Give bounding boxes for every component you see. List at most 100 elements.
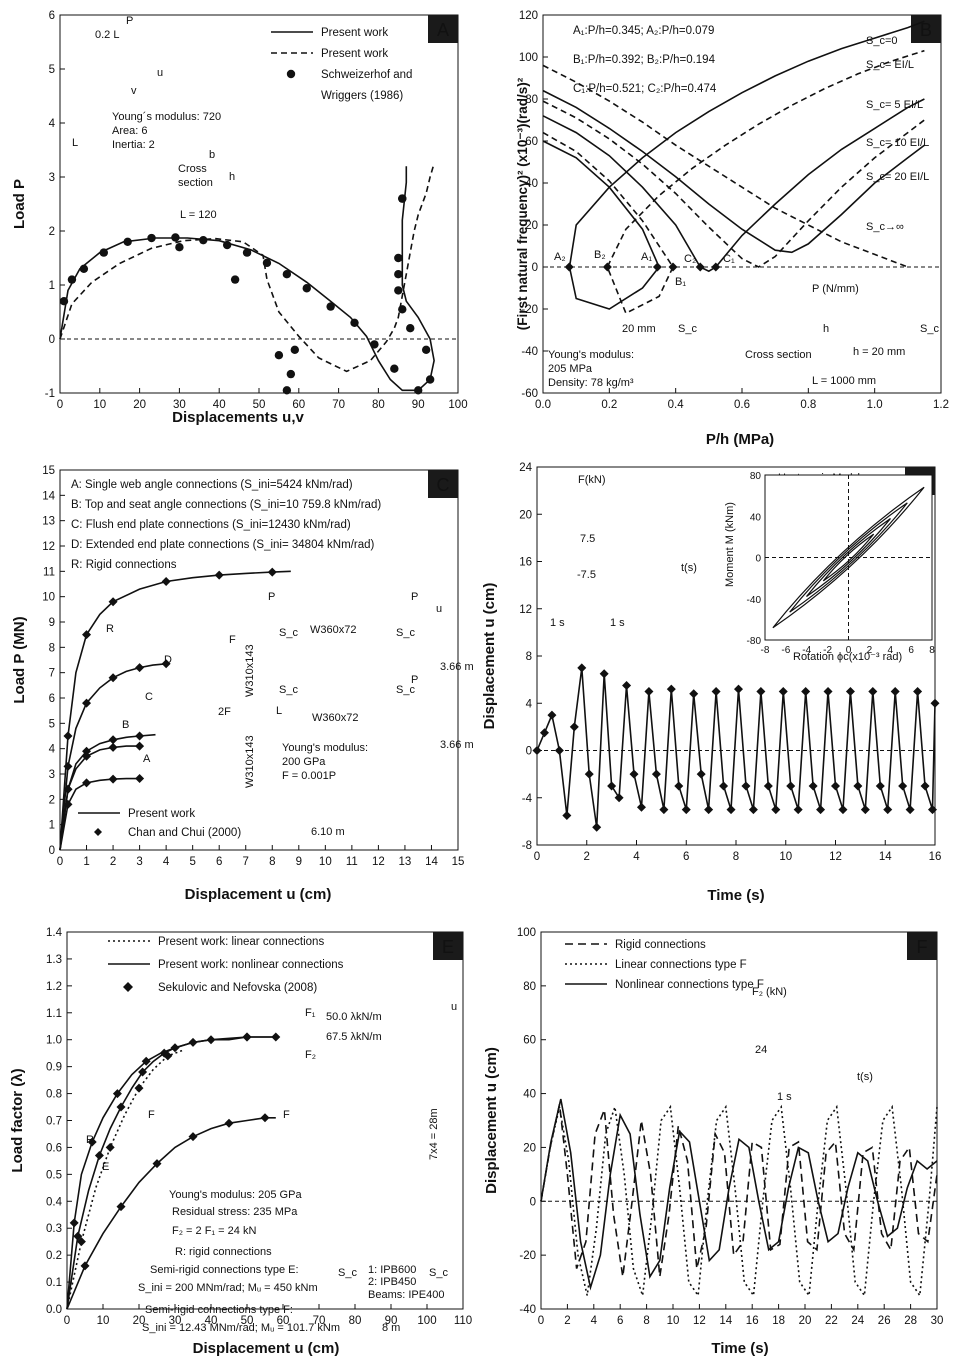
annotation-text: S_c [396, 684, 415, 696]
annotation-text: C₁ [723, 253, 735, 265]
y-tick-label: 11 [43, 566, 55, 578]
x-axis-label: P/h (MPa) [706, 431, 774, 448]
annotation-text: B [122, 719, 129, 731]
y-tick-label: 1.2 [46, 981, 62, 993]
data-point [163, 1051, 173, 1061]
x-tick-label: 12 [693, 1315, 706, 1327]
data-point [741, 781, 751, 791]
x-tick-label: 4 [163, 856, 170, 868]
data-point [629, 769, 639, 779]
annotation-text: W310x143 [244, 644, 256, 697]
annotation-text: 20 mm [622, 323, 656, 335]
data-point [704, 805, 714, 815]
annotation-text: 8 m [382, 1322, 400, 1334]
y-axis-label: Load factor (λ) [9, 1068, 26, 1172]
y-axis-label: Displacement u (cm) [481, 583, 498, 730]
annotation-text: S_c=0 [866, 35, 898, 47]
data-point [569, 722, 579, 732]
legend-entry: D: Extended end plate connections (S_ini… [71, 539, 375, 551]
data-point [592, 822, 602, 832]
y-tick-label: 15 [42, 465, 55, 477]
y-tick-label: 20 [525, 220, 538, 232]
data-point [726, 805, 736, 815]
annotation-text: P [411, 674, 418, 686]
x-tick-label: 10 [97, 1315, 110, 1327]
data-point [188, 1132, 198, 1142]
data-point [659, 805, 669, 815]
y-axis-label: Load P (MN) [11, 616, 28, 703]
data-point [577, 663, 587, 673]
data-point [135, 731, 145, 741]
data-point [398, 305, 407, 314]
y-tick-label: 100 [519, 52, 538, 64]
data-point [108, 673, 118, 683]
x-tick-label: 18 [772, 1315, 785, 1327]
data-point [67, 275, 77, 284]
data-point [905, 805, 915, 815]
y-tick-label: 5 [49, 64, 55, 76]
y-axis-label: (First natural frequency)² (x10⁻³)(rad/s… [515, 77, 530, 330]
data-point [199, 235, 208, 245]
y-tick-label: 4 [49, 118, 56, 130]
y-tick-label: 2 [49, 226, 55, 238]
panel-letter: B [920, 20, 932, 40]
data-point [666, 684, 676, 694]
x-tick-label: 2 [564, 1315, 570, 1327]
annotation-text: E [102, 1161, 109, 1173]
y-tick-label: 0.6 [46, 1142, 62, 1154]
data-point [302, 284, 311, 293]
annotation-text: 200 GPa [282, 756, 326, 768]
inset-y-tick: -80 [747, 636, 762, 647]
annotation-text: S_c [338, 1267, 357, 1279]
y-tick-label: 7 [49, 668, 55, 680]
data-point [108, 735, 118, 745]
data-point [282, 270, 292, 279]
data-point [651, 769, 661, 779]
series-line [542, 100, 925, 268]
x-tick-label: 1.2 [933, 399, 949, 411]
series-line [59, 745, 140, 851]
series-line [542, 98, 925, 273]
x-tick-label: 6 [617, 1315, 623, 1327]
plot-frame [542, 14, 942, 394]
annotation-text: R [106, 623, 114, 635]
y-tick-label: 3 [49, 769, 55, 781]
annotation-text: h = 20 mm [853, 346, 905, 358]
data-point [539, 728, 549, 738]
data-point [63, 761, 73, 771]
data-point [59, 297, 69, 306]
data-point [890, 686, 900, 696]
annotation-text: t(s) [681, 562, 697, 574]
annotation-text: Semi-rigid connections type E: [150, 1264, 299, 1276]
y-tick-label: 16 [519, 557, 532, 569]
x-tick-label: 8 [643, 1315, 649, 1327]
data-point [175, 243, 184, 252]
y-tick-label: 20 [523, 1142, 536, 1154]
annotation-text: S_c→∞ [866, 221, 904, 233]
y-tick-label: 0.4 [46, 1196, 63, 1208]
data-point [831, 781, 840, 791]
legend-entry: Schweizerhof and [321, 69, 412, 81]
data-point [394, 286, 403, 295]
data-point [82, 630, 92, 640]
data-point [99, 248, 108, 257]
data-point [406, 324, 415, 333]
legend-entry: Linear connections type F [615, 959, 747, 971]
data-point [547, 710, 557, 720]
data-point [644, 686, 654, 696]
annotation-text: L = 120 [180, 209, 217, 221]
y-tick-label: 40 [525, 178, 538, 190]
data-point [171, 233, 180, 242]
y-tick-label: 0.9 [46, 1062, 62, 1074]
legend-entry: Chan and Chui (2000) [128, 827, 241, 839]
annotation-text: b [209, 149, 215, 161]
x-tick-label: 50 [253, 399, 266, 411]
x-tick-label: 0 [538, 1315, 544, 1327]
legend-entry: R: Rigid connections [71, 559, 177, 571]
y-tick-label: 0.0 [46, 1304, 62, 1316]
y-tick-label: 24 [519, 462, 532, 474]
data-point [883, 805, 893, 815]
data-point [696, 769, 706, 779]
x-tick-label: 22 [825, 1315, 838, 1327]
